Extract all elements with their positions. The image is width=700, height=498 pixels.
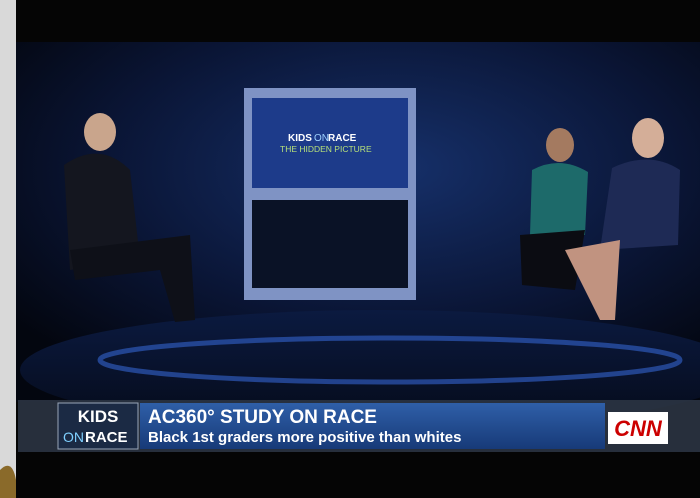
scene: KIDS ON RACE THE HIDDEN PICTURE KIDS ON … <box>0 0 700 498</box>
monitor-on: ON <box>314 133 329 144</box>
logo-race: RACE <box>85 429 128 446</box>
subheadline: Black 1st graders more positive than whi… <box>148 429 461 446</box>
logo-on: ON <box>63 429 84 445</box>
logo-kids: KIDS <box>78 407 119 426</box>
guest1-head <box>546 128 574 162</box>
monitor-race: RACE <box>328 133 357 144</box>
guest2-head <box>632 118 664 158</box>
host-head <box>84 113 116 151</box>
guest1-body <box>530 163 588 235</box>
guest2-body <box>600 159 680 250</box>
monitor-lower-screen <box>252 200 408 288</box>
monitor-kids: KIDS <box>288 133 312 144</box>
corner-object <box>0 466 16 498</box>
monitor-subtitle: THE HIDDEN PICTURE <box>280 144 372 154</box>
network-logo: CNN <box>614 416 663 441</box>
headline: AC360° STUDY ON RACE <box>148 407 377 428</box>
video-frame: KIDS ON RACE THE HIDDEN PICTURE KIDS ON … <box>0 0 700 498</box>
